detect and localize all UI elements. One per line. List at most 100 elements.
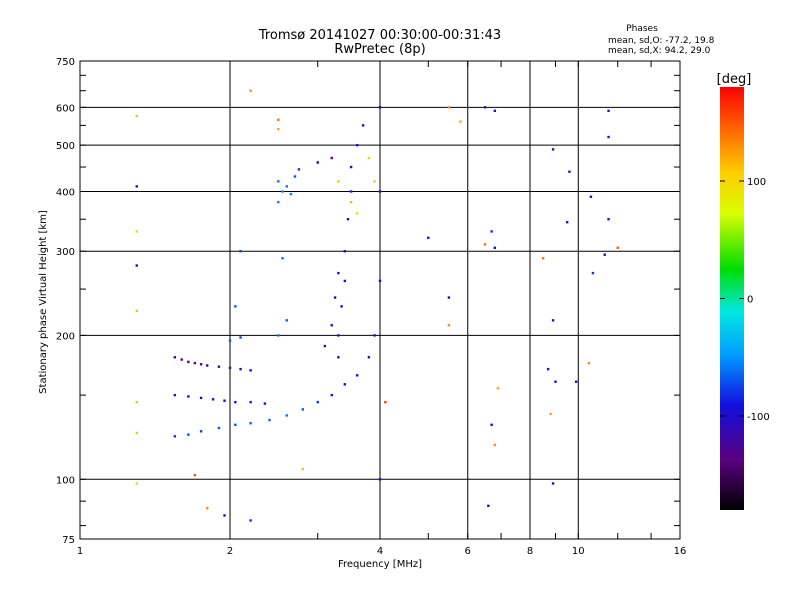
- data-point: [249, 400, 252, 404]
- data-point: [607, 218, 610, 221]
- data-point: [447, 296, 451, 299]
- data-point: [574, 380, 578, 383]
- data-point: [447, 106, 451, 109]
- data-point: [297, 168, 301, 171]
- data-point: [349, 200, 353, 204]
- data-point: [607, 135, 610, 139]
- data-point: [135, 230, 138, 233]
- grid-lines: [80, 61, 680, 539]
- x-tick-label: 8: [527, 546, 533, 557]
- data-point: [193, 473, 197, 477]
- data-point: [268, 418, 271, 422]
- data-point: [187, 395, 190, 398]
- x-tick-label: 4: [377, 546, 383, 557]
- data-point: [205, 364, 209, 367]
- data-point: [493, 109, 497, 113]
- scatter-points: [135, 89, 619, 522]
- data-point: [459, 120, 462, 123]
- data-point: [199, 430, 203, 433]
- x-tick-label: 6: [465, 546, 471, 557]
- data-point: [281, 190, 284, 193]
- data-point: [199, 396, 203, 400]
- data-point: [447, 324, 451, 327]
- data-point: [603, 253, 606, 256]
- data-point: [367, 156, 371, 160]
- data-point: [355, 212, 359, 215]
- data-point: [234, 400, 237, 404]
- data-point: [234, 305, 237, 308]
- chart-subtitle: RwPretec (8p): [334, 42, 425, 57]
- colorbar-tick-label: -100: [747, 412, 770, 423]
- data-point: [263, 402, 267, 405]
- data-point: [343, 383, 347, 386]
- data-point: [373, 180, 376, 183]
- data-point: [135, 114, 138, 118]
- data-point: [554, 380, 557, 383]
- y-tick-label: 500: [56, 141, 75, 152]
- data-point: [337, 334, 340, 337]
- data-point: [135, 482, 138, 485]
- data-point: [239, 250, 242, 253]
- y-tick-label: 300: [56, 247, 75, 258]
- axis-ticks: 1 2 4 6 8 10 16 75 100 200 300 400 500 600 750: [56, 57, 686, 557]
- y-axis-label: Stationary phase Virtual Height [km]: [38, 210, 49, 394]
- data-point: [289, 192, 293, 196]
- colorbar-ticks: 100 0 -100: [720, 177, 770, 423]
- x-tick-label: 2: [227, 546, 233, 557]
- data-point: [285, 185, 288, 188]
- data-point: [337, 180, 340, 183]
- data-point: [135, 431, 138, 435]
- data-point: [223, 399, 226, 402]
- data-point: [607, 109, 610, 113]
- data-point: [367, 356, 371, 359]
- data-point: [378, 190, 382, 193]
- data-point: [285, 414, 288, 417]
- data-point: [301, 408, 305, 411]
- y-tick-label: 200: [56, 331, 75, 342]
- data-point: [277, 200, 280, 204]
- data-point: [323, 344, 327, 348]
- data-point: [373, 334, 376, 337]
- data-point: [277, 127, 280, 131]
- data-point: [355, 374, 359, 377]
- phases-heading: Phases: [626, 24, 658, 34]
- data-point: [217, 426, 221, 430]
- data-point: [228, 366, 232, 370]
- y-tick-label: 750: [56, 57, 75, 68]
- data-point: [285, 319, 288, 322]
- data-point: [384, 400, 387, 404]
- data-point: [173, 356, 177, 359]
- data-point: [551, 482, 555, 485]
- colorbar-tick-label: 100: [747, 177, 766, 188]
- data-point: [346, 218, 350, 221]
- data-point: [355, 143, 359, 147]
- data-point: [249, 369, 252, 372]
- data-point: [546, 367, 550, 371]
- x-tick-label: 16: [674, 546, 687, 557]
- data-point: [490, 230, 493, 233]
- data-point: [249, 422, 252, 425]
- data-point: [330, 156, 333, 160]
- data-point: [493, 246, 497, 249]
- data-point: [135, 309, 138, 313]
- data-point: [293, 175, 297, 178]
- data-point: [330, 393, 333, 397]
- data-point: [378, 106, 382, 109]
- colorbar-tick-label: 0: [747, 295, 753, 306]
- data-point: [361, 124, 365, 127]
- data-point: [349, 165, 353, 169]
- data-point: [333, 296, 337, 299]
- data-point: [330, 324, 333, 327]
- data-point: [180, 358, 183, 361]
- data-point: [493, 443, 497, 447]
- data-point: [316, 161, 319, 164]
- data-point: [199, 363, 203, 366]
- data-point: [340, 305, 343, 308]
- data-point: [427, 236, 430, 240]
- data-point: [173, 393, 177, 397]
- data-point: [187, 433, 190, 436]
- data-point: [616, 246, 619, 249]
- data-point: [549, 412, 552, 416]
- data-point: [378, 478, 382, 481]
